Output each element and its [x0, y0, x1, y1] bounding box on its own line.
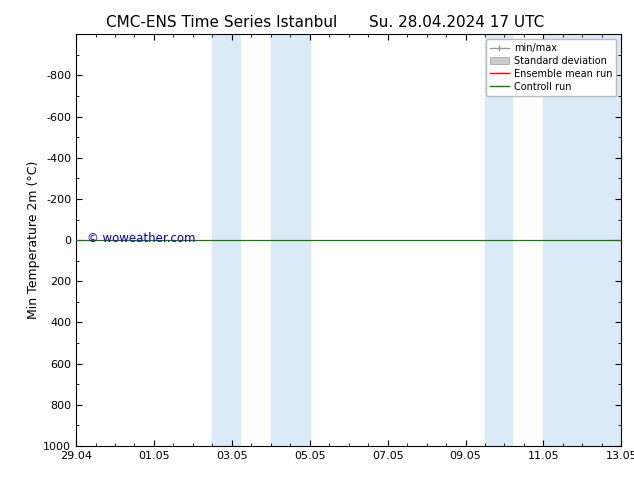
Bar	[212, 34, 240, 446]
Y-axis label: Min Temperature 2m (°C): Min Temperature 2m (°C)	[27, 161, 41, 319]
Text: CMC-ENS Time Series Istanbul: CMC-ENS Time Series Istanbul	[107, 15, 337, 30]
Bar	[271, 34, 310, 446]
Bar	[543, 34, 621, 446]
Legend: min/max, Standard deviation, Ensemble mean run, Controll run: min/max, Standard deviation, Ensemble me…	[486, 39, 616, 96]
Bar	[485, 34, 512, 446]
Text: © woweather.com: © woweather.com	[87, 232, 195, 245]
Text: Su. 28.04.2024 17 UTC: Su. 28.04.2024 17 UTC	[369, 15, 544, 30]
